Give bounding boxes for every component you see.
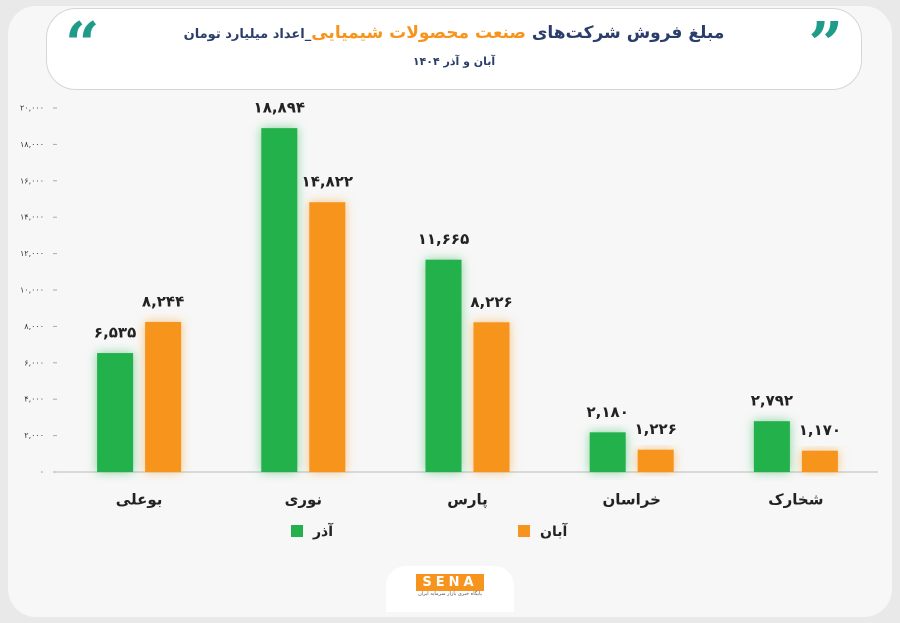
quote-icon: ” xyxy=(808,10,843,80)
y-tick-label: ۱۰,۰۰۰ xyxy=(20,286,44,295)
logo-tagline: پایگاه خبری بازار سرمایه ایران xyxy=(418,591,482,597)
bar xyxy=(309,202,346,472)
y-tick-label: ۲۰,۰۰۰ xyxy=(20,104,44,113)
value-label: ۱۱,۶۶۵ xyxy=(418,230,469,248)
legend-swatch xyxy=(518,525,530,537)
bar xyxy=(473,322,510,472)
header: ” “ مبلغ فروش شرکت‌های صنعت محصولات شیمی… xyxy=(46,8,862,90)
x-tick-label: شخارک xyxy=(768,491,823,509)
bar xyxy=(425,259,462,472)
y-tick-label: ۱۴,۰۰۰ xyxy=(20,213,44,222)
y-tick-label: ۸,۰۰۰ xyxy=(24,322,44,331)
value-label: ۱,۱۷۰ xyxy=(799,421,841,439)
logo-word: SENA xyxy=(416,574,484,591)
logo: SENA پایگاه خبری بازار سرمایه ایران xyxy=(386,566,514,612)
chart-subtitle: آبان و آذر ۱۴۰۴ xyxy=(412,55,496,68)
y-tick-label: ۱۲,۰۰۰ xyxy=(20,249,44,258)
bar xyxy=(97,353,134,472)
x-tick-label: خراسان xyxy=(602,491,660,509)
chart-title: مبلغ فروش شرکت‌های صنعت محصولات شیمیایی_… xyxy=(47,23,861,43)
bar xyxy=(753,421,790,472)
value-label: ۸,۲۴۴ xyxy=(142,292,184,310)
x-tick-label: بوعلی xyxy=(116,491,163,509)
value-label: ۱۴,۸۲۲ xyxy=(302,173,353,191)
bar xyxy=(145,321,182,472)
y-tick-label: ۰ xyxy=(40,468,44,477)
bar xyxy=(261,128,298,472)
value-label: ۱,۲۲۶ xyxy=(635,420,677,438)
x-tick-label: نوری xyxy=(285,491,322,509)
x-tick-label: پارس xyxy=(447,491,488,510)
value-label: ۱۸,۸۹۴ xyxy=(254,99,305,117)
y-tick-label: ۶,۰۰۰ xyxy=(24,358,44,367)
title-part: _اعداد میلیارد تومان xyxy=(183,27,312,42)
bar xyxy=(637,449,674,472)
legend-label: آبان xyxy=(540,522,568,540)
legend-swatch xyxy=(291,525,303,537)
bar xyxy=(589,432,626,472)
value-label: ۶,۵۳۵ xyxy=(94,324,136,342)
legend-label: آذر xyxy=(312,522,334,540)
title-part: مبلغ فروش شرکت‌های xyxy=(531,23,725,43)
title-highlight: صنعت محصولات شیمیایی xyxy=(311,23,526,43)
value-label: ۲,۷۹۲ xyxy=(751,392,793,410)
bar xyxy=(801,450,838,472)
value-label: ۸,۲۲۶ xyxy=(470,293,512,311)
y-tick-label: ۲,۰۰۰ xyxy=(24,431,44,440)
y-tick-label: ۴,۰۰۰ xyxy=(24,395,44,404)
y-tick-label: ۱۶,۰۰۰ xyxy=(20,176,44,185)
value-label: ۲,۱۸۰ xyxy=(587,403,629,421)
quote-icon: “ xyxy=(65,10,100,80)
y-tick-label: ۱۸,۰۰۰ xyxy=(20,140,44,149)
